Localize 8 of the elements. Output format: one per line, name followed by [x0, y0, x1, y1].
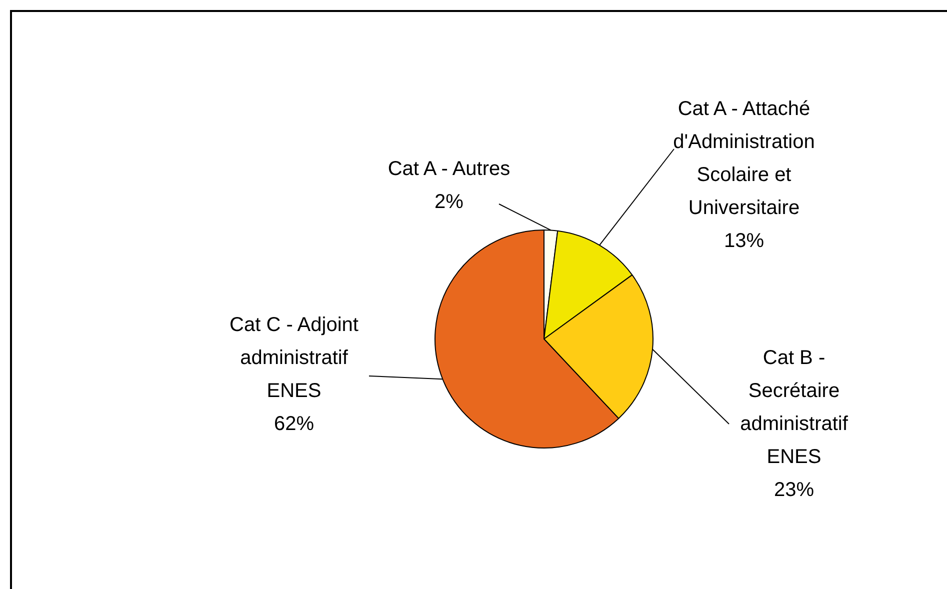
data-label: 2%	[434, 190, 464, 215]
slice-label: Cat C - Adjoint administratif ENES	[228, 313, 360, 404]
data-label: 13%	[722, 229, 766, 254]
slice-label: Cat B - Secrétaire administratif ENES	[739, 346, 849, 470]
slice-label: Cat A - Attaché d'Administration Scolaire et Universitaire	[672, 97, 816, 221]
slice-label: Cat A - Autres	[386, 157, 512, 182]
data-label: 62%	[272, 412, 316, 437]
data-label: 23%	[772, 478, 816, 503]
